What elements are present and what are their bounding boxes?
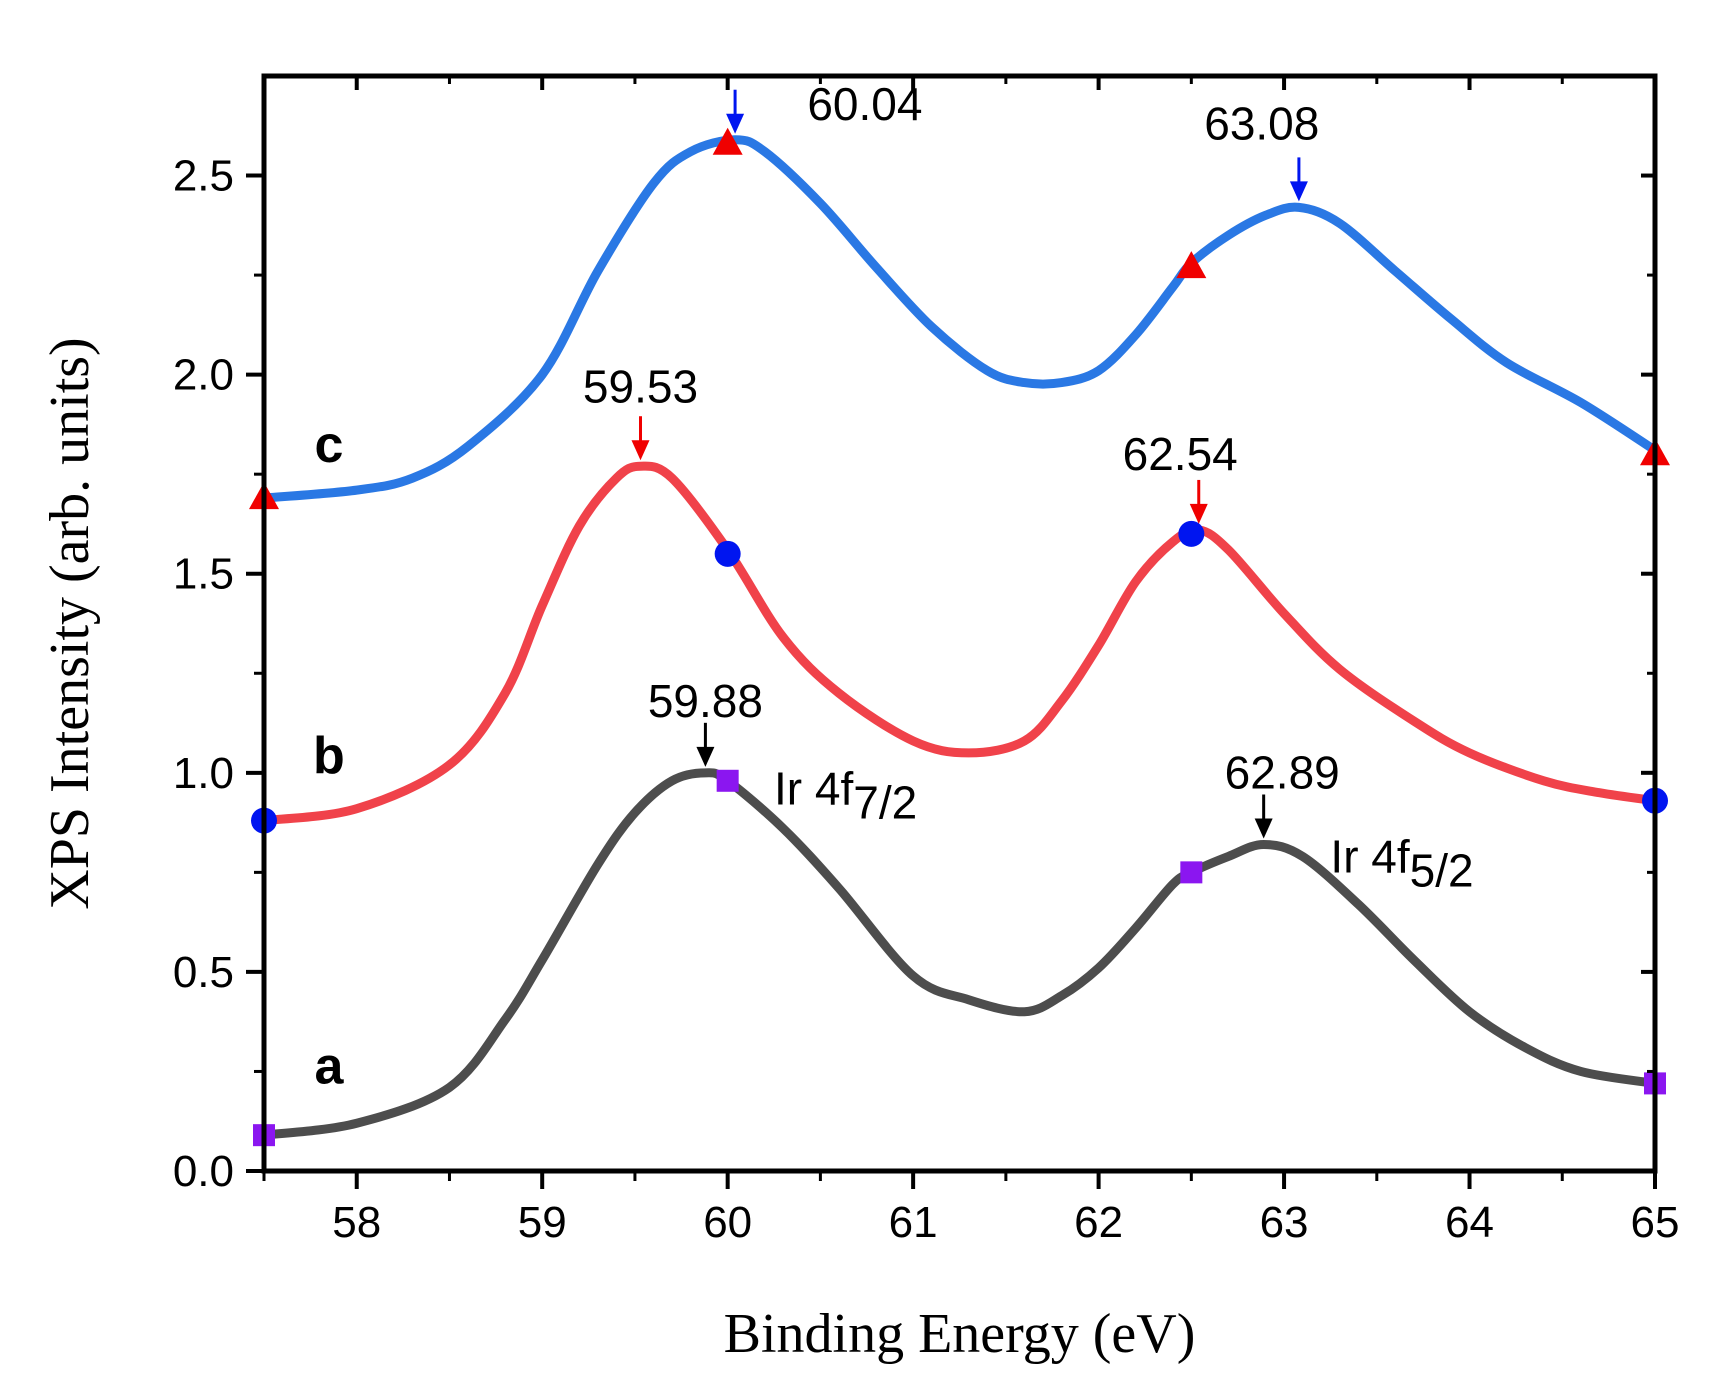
peak-arrow-head	[1289, 181, 1308, 202]
axes: 58 59 60 61 62 63 64 65 0.0 0.5 1.0 1.5 2.0 2.5	[173, 76, 1680, 1247]
series-label-c: c	[314, 416, 343, 474]
y-tick-label: 2.5	[173, 152, 234, 201]
series-line-c	[259, 135, 1660, 503]
orbital-annotation: Ir 4f5/2	[1330, 830, 1473, 896]
y-tick-label: 2.0	[173, 351, 234, 400]
x-tick-label: 62	[1074, 1198, 1123, 1247]
peak-label: 62.54	[1123, 428, 1238, 480]
x-tick-label: 58	[332, 1198, 381, 1247]
y-tick-label: 0.5	[173, 948, 234, 997]
y-tick-label: 1.5	[173, 550, 234, 599]
series-label-a: a	[314, 1037, 344, 1095]
series-line-b	[259, 461, 1660, 826]
x-tick-label: 59	[518, 1198, 567, 1247]
series-layer	[259, 135, 1660, 1140]
marker-square-a	[716, 769, 739, 792]
x-tick-label: 65	[1631, 1198, 1680, 1247]
x-tick-label: 63	[1260, 1198, 1309, 1247]
x-tick-label: 61	[889, 1198, 938, 1247]
x-axis-title: Binding Energy (eV)	[724, 1303, 1196, 1365]
marker-circle-b	[1178, 520, 1205, 547]
peak-arrow-head	[1189, 503, 1208, 524]
plot-frame	[261, 73, 1658, 1174]
marker-triangle-c	[712, 127, 743, 155]
peak-arrow-head	[726, 113, 745, 134]
peak-label: 63.08	[1204, 98, 1319, 150]
annotation-layer: a 59.88 62.89 b 59.53 62.54 c 60.04 63.08 Ir 4f7/…	[313, 78, 1474, 1096]
peak-arrow-head	[696, 746, 715, 767]
marker-circle-b	[714, 540, 741, 567]
x-tick-label: 64	[1445, 1198, 1494, 1247]
series-line-a	[259, 768, 1660, 1140]
peak-label: 60.04	[807, 78, 922, 130]
marker-triangle-c	[1176, 251, 1207, 279]
marker-square-a	[1180, 861, 1203, 884]
y-tick-label: 1.0	[173, 749, 234, 798]
peak-label: 59.53	[583, 361, 698, 413]
y-axis-title: XPS Intensity (arb. units)	[39, 337, 101, 909]
orbital-annotation: Ir 4f7/2	[774, 763, 917, 829]
peak-arrow-head	[1254, 818, 1273, 839]
peak-label: 59.88	[648, 675, 763, 727]
series-label-b: b	[313, 727, 345, 785]
y-tick-label: 0.0	[173, 1147, 234, 1196]
peak-label: 62.89	[1225, 747, 1340, 799]
peak-arrow-head	[631, 440, 650, 461]
x-tick-label: 60	[703, 1198, 752, 1247]
